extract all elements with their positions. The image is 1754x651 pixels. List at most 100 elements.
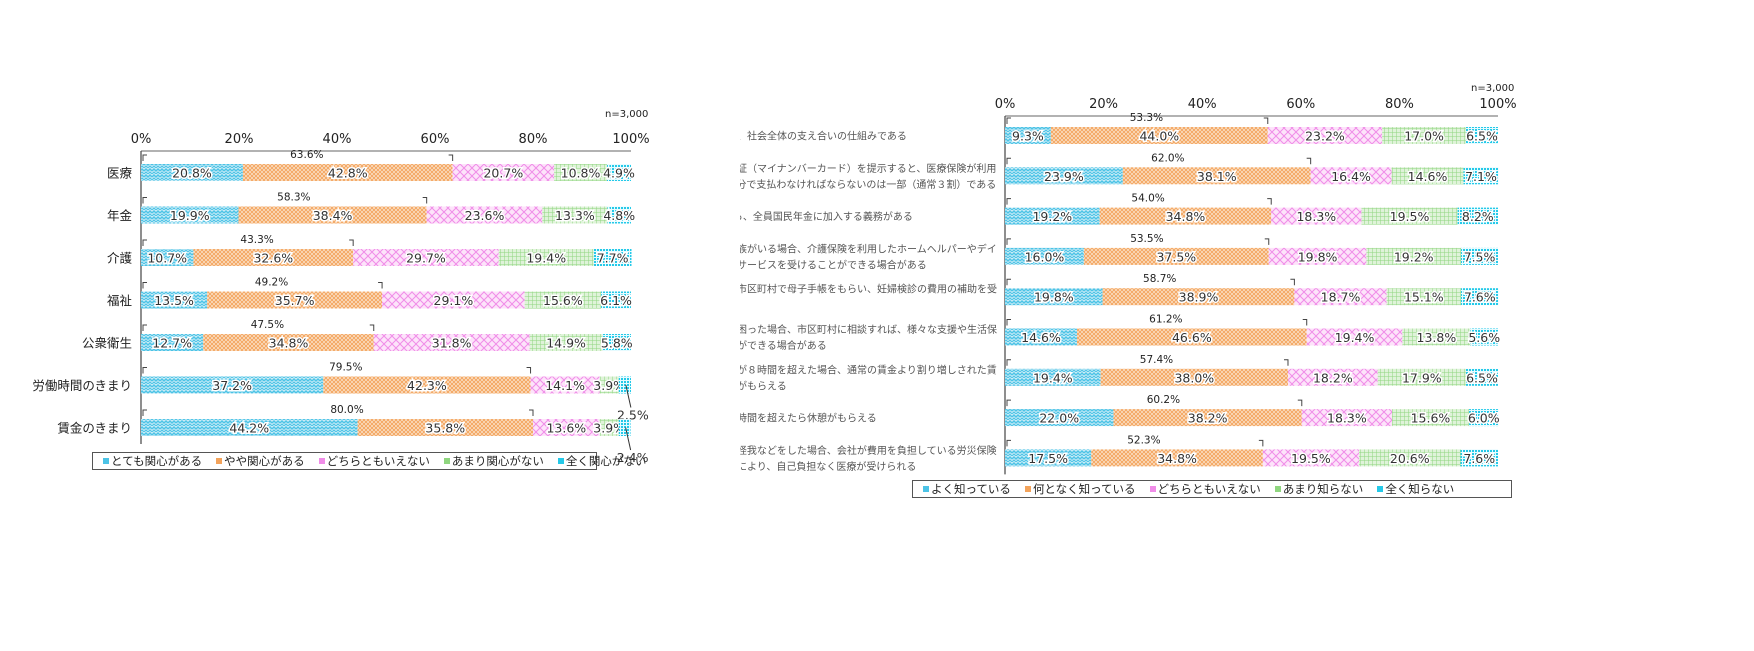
bar-segment-4 bbox=[602, 334, 631, 351]
value-label: 14.1% bbox=[545, 378, 585, 393]
value-label: 14.6% bbox=[1021, 330, 1061, 345]
value-label: 18.3% bbox=[1296, 209, 1336, 224]
bracket bbox=[142, 367, 532, 374]
interest-chart: n=3,000 0% 20% 40% 60% 80% 100% 医療 20.8% 42.8% 20… bbox=[0, 0, 760, 651]
value-label: 10.8% bbox=[561, 166, 601, 181]
category-label: 年金 bbox=[107, 208, 133, 223]
value-label: 13.3% bbox=[555, 208, 595, 223]
legend-item-1: 何となく知っている bbox=[1024, 481, 1136, 497]
bar-segment-0 bbox=[141, 164, 243, 181]
value-label: 46.6% bbox=[1172, 330, 1212, 345]
value-label: 38.0% bbox=[1174, 370, 1214, 385]
legend-label-2: どちらともいえない bbox=[1157, 482, 1261, 496]
value-label: 6.5% bbox=[1466, 129, 1498, 144]
bracket bbox=[1006, 319, 1308, 326]
bracket-total-label: 49.2% bbox=[255, 277, 288, 289]
bar-segment-1 bbox=[242, 164, 453, 181]
value-label: 14.9% bbox=[546, 336, 586, 351]
bar-segment-3 bbox=[1377, 368, 1466, 386]
legend-swatch-4 bbox=[1377, 486, 1384, 492]
leader-line bbox=[625, 427, 632, 451]
legend-item-3: あまり知らない bbox=[1274, 481, 1363, 497]
bar-segment-2 bbox=[1310, 167, 1392, 185]
value-label: 15.1% bbox=[1404, 290, 1444, 305]
bar-segment-0 bbox=[1005, 288, 1103, 306]
legend-item-0: よく知っている bbox=[923, 481, 1011, 497]
legend-label-2: どちらともいえない bbox=[326, 454, 430, 468]
bracket bbox=[1006, 198, 1272, 205]
bar-segment-3 bbox=[524, 291, 602, 309]
bar-segment-0 bbox=[141, 206, 239, 224]
value-label: 38.2% bbox=[1188, 411, 1228, 426]
bracket-total-label: 58.7% bbox=[1143, 273, 1176, 285]
value-label: 13.8% bbox=[1417, 330, 1457, 345]
category-label: できるので、自分で支払わなければならないのは一部（通常３割）である bbox=[740, 178, 996, 191]
x-tick-label: 0% bbox=[131, 132, 152, 147]
bracket bbox=[142, 239, 354, 246]
bar-segment-2 bbox=[382, 291, 525, 309]
bar-segment-3 bbox=[1358, 449, 1461, 467]
bar-segment-0 bbox=[1005, 409, 1114, 427]
x-tick-label: 60% bbox=[421, 132, 450, 147]
bar-segment-1 bbox=[1102, 288, 1295, 306]
legend-item-4: 全く関心がない bbox=[557, 453, 646, 469]
bar-segment-0 bbox=[1005, 247, 1084, 265]
category-label: 20 歳になったら、全員国民年金に加入する義務がある bbox=[740, 210, 913, 223]
bar-segment-3 bbox=[599, 376, 619, 394]
legend-swatch-0 bbox=[103, 458, 109, 464]
value-label: 18.3% bbox=[1327, 411, 1367, 426]
value-label: 16.0% bbox=[1025, 249, 1065, 264]
value-label: 34.8% bbox=[1166, 209, 1206, 224]
legend-swatch-3 bbox=[1274, 486, 1281, 492]
bar-segment-0 bbox=[1005, 368, 1101, 386]
value-label: 7.6% bbox=[1464, 290, 1496, 305]
interest-chart-svg: 0% 20% 40% 60% 80% 100% 医療 20.8% 42.8% 20.7% 10.8%… bbox=[32, 132, 649, 465]
n-label: n=3,000 bbox=[1471, 83, 1515, 94]
value-label: 18.7% bbox=[1321, 290, 1361, 305]
value-label: 35.7% bbox=[275, 293, 315, 308]
value-label: 19.8% bbox=[1034, 290, 1074, 305]
category-label: 生活するお金に困った場合、市区町村に相談すれば、様々な支援や生活保 bbox=[740, 323, 997, 336]
value-label: 3.9% bbox=[593, 378, 625, 393]
category-label: 妊娠した場合、市区町村で母子手帳をもらい、妊婦検診の費用の補助を受 bbox=[740, 283, 997, 296]
bar-segment-4 bbox=[1465, 368, 1498, 386]
bar-segment-1 bbox=[1122, 167, 1311, 185]
bar-segment-3 bbox=[599, 419, 619, 436]
category-label: アルバイト中に怪我などをした場合、会社が費用を負担している労災保険 bbox=[740, 444, 997, 457]
value-label: 4.9% bbox=[603, 166, 635, 181]
bracket-total-label: 60.2% bbox=[1147, 394, 1180, 406]
x-tick-label: 40% bbox=[1188, 97, 1217, 112]
bar-segment-4 bbox=[1461, 247, 1498, 265]
bracket bbox=[1006, 278, 1295, 286]
knowledge-legend: よく知っている 何となく知っている どちらともいえない あまり知らない 全く知ら… bbox=[912, 480, 1512, 498]
bar-segment-0 bbox=[141, 419, 358, 436]
category-label: 賃金のきまり bbox=[57, 421, 132, 436]
category-label: 福祉 bbox=[107, 293, 133, 308]
value-label: 3.9% bbox=[593, 421, 625, 436]
value-label: 7.5% bbox=[1464, 249, 1496, 264]
value-label: 44.0% bbox=[1139, 129, 1179, 144]
bracket bbox=[142, 282, 383, 289]
x-tick-label: 40% bbox=[323, 132, 352, 147]
bar-segment-3 bbox=[1386, 288, 1462, 306]
bar-segment-0 bbox=[1005, 328, 1077, 346]
bar-segment-0 bbox=[1005, 449, 1092, 467]
value-label: 15.6% bbox=[543, 293, 583, 308]
value-label: 9.3% bbox=[1012, 129, 1044, 144]
category-label: 介護が必要な家族がいる場合、介護保険を利用したホームヘルパーやデイ bbox=[740, 242, 997, 255]
bar-segment-4 bbox=[1468, 409, 1499, 427]
n-label: n=3,000 bbox=[605, 109, 649, 120]
x-tick-label: 100% bbox=[612, 132, 649, 147]
value-label: 34.8% bbox=[1157, 451, 1197, 466]
bracket-total-label: 57.4% bbox=[1140, 354, 1173, 366]
value-label: 42.3% bbox=[407, 378, 447, 393]
value-label: 38.4% bbox=[313, 208, 353, 223]
bar-segment-2 bbox=[1268, 247, 1367, 265]
bracket bbox=[1006, 157, 1312, 165]
bracket bbox=[1006, 117, 1269, 124]
category-label: １日の働く時間が８時間を超えた場合、通常の賃金より割り増しされた賃 bbox=[740, 363, 997, 376]
value-label: 42.8% bbox=[328, 166, 368, 181]
bracket-total-label: 61.2% bbox=[1149, 314, 1182, 326]
value-label: 5.6% bbox=[1468, 330, 1500, 345]
value-label: 29.7% bbox=[406, 251, 446, 266]
